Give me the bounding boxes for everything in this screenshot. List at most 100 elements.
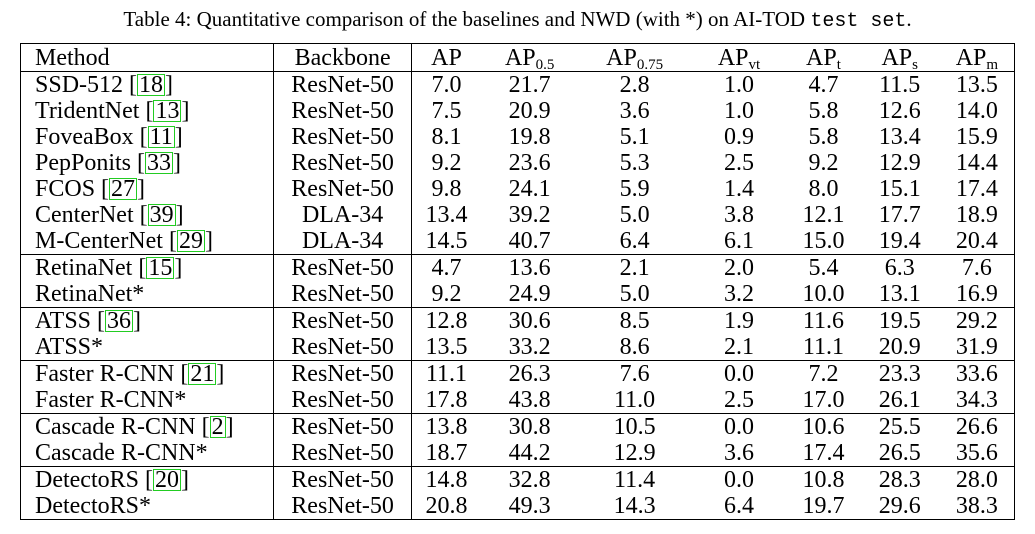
citation-link[interactable]: 39 <box>147 202 176 228</box>
cell-apt: 5.8 <box>808 98 839 124</box>
cell-aps: 25.5 <box>859 413 940 440</box>
cell-apvt: 1.0 <box>724 98 755 124</box>
cell-ap: 12.8 <box>411 307 481 334</box>
cell-ap: 9.2 <box>431 281 462 307</box>
cell-backbone: ResNet-50 <box>273 71 412 98</box>
col-backbone: Backbone <box>273 43 412 72</box>
cell-ap: 18.7 <box>425 440 468 466</box>
table-row: Faster R-CNN [21] ResNet-50 11.1 26.3 7.6 0.0… <box>20 360 1015 387</box>
cell-ap: 8.1 <box>431 124 462 150</box>
citation-link[interactable]: 27 <box>109 176 138 202</box>
table-row: DetectoRS* ResNet-50 20.8 49.3 14.3 6.4 19.7 29… <box>20 493 1015 520</box>
citation-link[interactable]: 36 <box>105 308 134 334</box>
cell-ap: 14.8 <box>411 466 481 493</box>
method-name: Faster R-CNN <box>35 361 181 387</box>
cell-apt: 7.2 <box>787 360 860 387</box>
cell-backbone: ResNet-50 <box>273 150 412 176</box>
col-method: Method <box>20 43 275 72</box>
cell-ap: 13.8 <box>411 413 481 440</box>
cell-backbone: DLA-34 <box>273 228 412 255</box>
method-name: RetinaNet <box>35 255 139 281</box>
citation-link[interactable]: 20 <box>152 467 181 493</box>
table-row: CenterNet [39] DLA-34 13.4 39.2 5.0 3.8 12.1 17… <box>20 202 1015 228</box>
header-row: Method Backbone AP AP0.5 AP0.75 APvt APt… <box>20 43 1015 73</box>
method-name: Cascade R-CNN* <box>35 440 208 466</box>
cell-apm: 26.6 <box>939 413 1015 440</box>
cell-ap: 9.8 <box>431 176 462 202</box>
method-name: SSD-512 <box>35 72 130 98</box>
table-body: SSD-512 [18] ResNet-50 7.0 21.7 2.8 1.0 4.7 11.… <box>20 71 1015 520</box>
cell-method: PepPonits [33] <box>20 150 275 176</box>
cell-ap075: 3.6 <box>619 98 650 124</box>
cell-ap075: 2.1 <box>578 254 691 281</box>
cell-apvt: 1.0 <box>690 71 788 98</box>
citation-link[interactable]: 11 <box>147 124 175 150</box>
method-name: M-CenterNet <box>35 228 169 254</box>
cell-ap075: 5.1 <box>619 124 650 150</box>
cell-apm: 33.6 <box>939 360 1015 387</box>
citation-link[interactable]: 21 <box>188 361 217 387</box>
cell-ap075: 8.5 <box>578 307 691 334</box>
citation-link[interactable]: 2 <box>209 414 226 440</box>
cell-ap075: 6.4 <box>619 228 650 254</box>
table-row: ATSS [36] ResNet-50 12.8 30.6 8.5 1.9 11.6 19.5… <box>20 307 1015 334</box>
cell-aps: 23.3 <box>859 360 940 387</box>
cell-method: Cascade R-CNN [2] <box>20 413 275 440</box>
method-name: PepPonits <box>35 150 138 176</box>
table-row: TridentNet [13] ResNet-50 7.5 20.9 3.6 1.0 5.8… <box>20 98 1015 124</box>
method-name: Cascade R-CNN <box>35 414 202 440</box>
cell-ap075: 11.0 <box>614 387 656 413</box>
cell-ap05: 44.2 <box>508 440 551 466</box>
cell-ap075: 5.0 <box>619 281 650 307</box>
cell-ap: 11.1 <box>411 360 481 387</box>
cell-backbone: ResNet-50 <box>273 493 412 520</box>
cell-ap: 7.5 <box>431 98 462 124</box>
cell-ap075: 11.4 <box>578 466 691 493</box>
method-name: FCOS <box>35 176 102 202</box>
cell-ap05: 19.8 <box>508 124 551 150</box>
cell-aps: 13.1 <box>878 281 921 307</box>
cell-apvt: 0.0 <box>690 360 788 387</box>
cell-ap: 20.8 <box>425 493 468 519</box>
cell-apt: 5.8 <box>808 124 839 150</box>
cell-apvt: 3.2 <box>724 281 755 307</box>
cell-apm: 18.9 <box>955 202 998 228</box>
cell-apm: 35.6 <box>955 440 998 466</box>
cell-aps: 11.5 <box>859 71 940 98</box>
table-row: DetectoRS [20] ResNet-50 14.8 32.8 11.4 0.0 10… <box>20 466 1015 493</box>
cell-ap075: 10.5 <box>578 413 691 440</box>
cell-apt: 4.7 <box>787 71 860 98</box>
citation-link[interactable]: 15 <box>146 255 175 281</box>
cell-backbone: ResNet-50 <box>273 124 412 150</box>
cell-apvt: 0.9 <box>724 124 755 150</box>
cell-apm: 16.9 <box>955 281 998 307</box>
cell-apm: 31.9 <box>955 334 998 360</box>
cell-apm: 20.4 <box>955 228 998 254</box>
cell-apvt: 2.5 <box>724 150 755 176</box>
cell-apt: 12.1 <box>802 202 845 228</box>
cell-ap05: 49.3 <box>508 493 551 519</box>
cell-apm: 28.0 <box>939 466 1015 493</box>
cell-ap: 17.8 <box>425 387 468 413</box>
cell-ap: 7.0 <box>411 71 481 98</box>
col-apt: APt <box>806 44 841 73</box>
col-ap075: AP0.75 <box>606 44 664 73</box>
cell-apvt: 6.1 <box>724 228 755 254</box>
cell-ap: 14.5 <box>425 228 468 254</box>
citation-link[interactable]: 29 <box>176 228 205 254</box>
cell-backbone: ResNet-50 <box>273 360 412 387</box>
cell-apm: 17.4 <box>955 176 998 202</box>
citation-link[interactable]: 18 <box>137 72 166 98</box>
citation-link[interactable]: 33 <box>145 150 174 176</box>
cell-ap05: 32.8 <box>480 466 579 493</box>
citation-link[interactable]: 13 <box>153 98 182 124</box>
cell-apvt: 6.4 <box>724 493 755 519</box>
table-row: M-CenterNet [29] DLA-34 14.5 40.7 6.4 6.1 15.0… <box>20 228 1015 255</box>
cell-backbone: ResNet-50 <box>273 254 412 281</box>
cell-ap075: 14.3 <box>613 493 656 519</box>
cell-aps: 12.6 <box>878 98 921 124</box>
cell-method: FCOS [27] <box>20 176 275 202</box>
table-row: RetinaNet* ResNet-50 9.2 24.9 5.0 3.2 10.0 13.1… <box>20 281 1015 308</box>
method-name: TridentNet <box>35 98 146 124</box>
cell-apvt: 1.9 <box>690 307 788 334</box>
